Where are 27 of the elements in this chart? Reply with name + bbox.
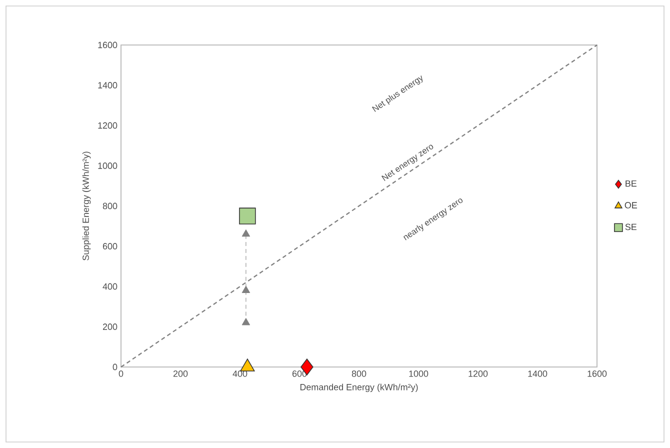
point <box>239 208 256 224</box>
legend-label: BE <box>626 180 637 187</box>
legend-label: SE <box>625 224 637 230</box>
y-tick-label: 1000 <box>98 162 118 169</box>
x-tick-label: 1200 <box>468 370 488 377</box>
y-tick-label: 1600 <box>98 42 118 48</box>
y-tick-label: 0 <box>112 364 118 370</box>
y-tick-label: 1400 <box>98 82 118 88</box>
legend-label: OE <box>624 202 638 208</box>
y-tick-label: 600 <box>102 243 118 250</box>
point <box>240 358 255 372</box>
y-tick-label: 1200 <box>98 122 118 129</box>
y-axis-title: Supplied Energy (kWh/m²y) <box>82 152 91 260</box>
y-tick-label: 800 <box>102 202 118 210</box>
x-axis-title: Demanded Energy (kWh/m²y) <box>300 384 418 392</box>
x-tick-label: 0 <box>118 370 124 377</box>
x-tick-label: 800 <box>352 370 366 377</box>
point <box>242 318 250 326</box>
y-tick-label: 400 <box>102 283 118 290</box>
x-tick-label: 1000 <box>409 370 428 377</box>
x-tick-label: 200 <box>173 370 188 377</box>
x-tick-label: 400 <box>232 370 248 377</box>
point <box>242 229 250 237</box>
x-tick-label: 1600 <box>588 370 607 377</box>
y-tick-label: 200 <box>102 324 118 330</box>
x-tick-label: 1400 <box>528 370 548 377</box>
point <box>242 286 250 293</box>
